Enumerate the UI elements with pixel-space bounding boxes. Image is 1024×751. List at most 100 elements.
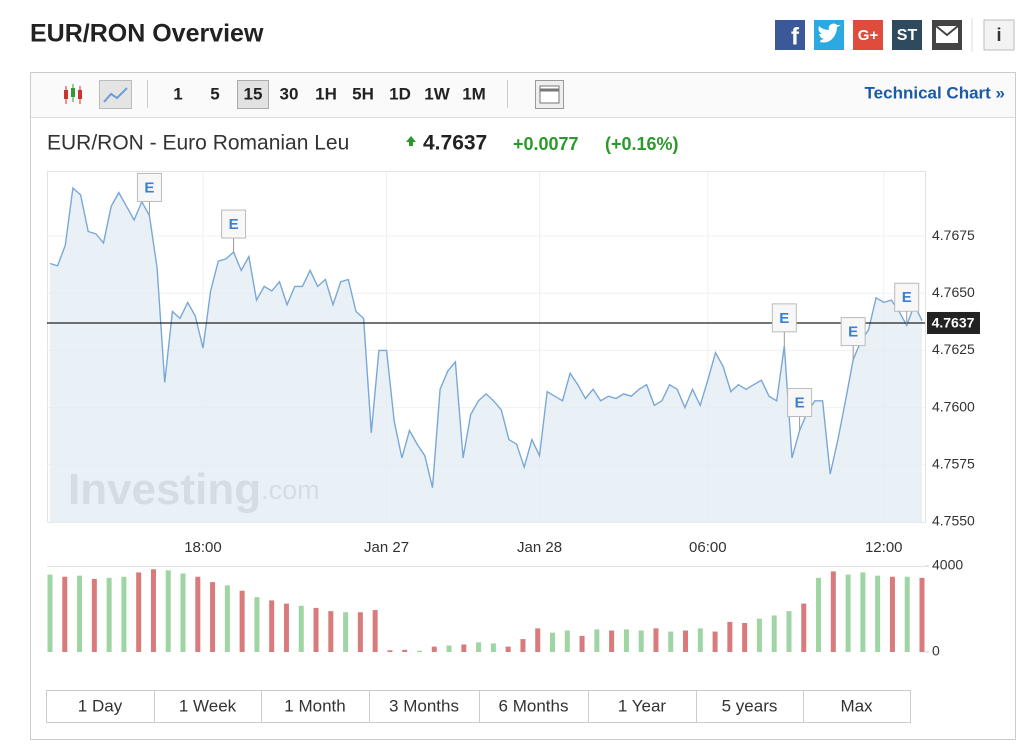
volume-chart: 0 4000 — [47, 557, 963, 659]
volume-bar — [889, 576, 895, 652]
range-label[interactable]: 3 Months — [389, 696, 459, 715]
range-label[interactable]: 1 Month — [284, 696, 345, 715]
volume-bar — [579, 635, 585, 652]
event-label[interactable]: E — [902, 289, 912, 306]
interval-button[interactable]: 30 — [280, 84, 299, 103]
twitter-icon — [818, 23, 841, 43]
volume-bar — [283, 603, 289, 652]
range-label[interactable]: 5 years — [722, 696, 778, 715]
interval-button[interactable]: 1 — [173, 84, 182, 103]
event-label[interactable]: E — [779, 310, 789, 327]
event-label[interactable]: E — [848, 324, 858, 341]
volume-bar — [683, 630, 689, 652]
volume-bar — [431, 646, 437, 652]
googleplus-button[interactable] — [853, 20, 883, 50]
googleplus-icon: G+ — [858, 27, 879, 44]
volume-bar — [786, 611, 792, 652]
event-label[interactable]: E — [144, 179, 154, 196]
event-marker[interactable] — [840, 317, 866, 347]
price-line — [49, 186, 923, 488]
event-marker[interactable] — [771, 303, 797, 333]
event-label[interactable]: E — [795, 394, 805, 411]
volume-bar — [150, 569, 156, 652]
volume-bar — [697, 628, 703, 652]
range-button[interactable] — [696, 690, 804, 723]
y-tick-label: 4.7600 — [932, 398, 975, 414]
range-label[interactable]: 1 Week — [179, 696, 237, 715]
volume-bar — [490, 643, 496, 652]
candle-type-button[interactable] — [64, 84, 82, 104]
volume-bar — [875, 575, 881, 652]
volume-bar — [106, 577, 112, 652]
interval-button[interactable]: 5 — [210, 84, 219, 103]
event-marker[interactable] — [136, 172, 162, 202]
volume-bar — [446, 645, 452, 652]
interval-selected[interactable] — [237, 80, 269, 109]
volume-bar — [535, 628, 541, 652]
volume-bar — [801, 603, 807, 652]
volume-bar — [210, 582, 216, 652]
range-button[interactable] — [369, 690, 480, 723]
technical-chart-link[interactable]: Technical Chart » — [865, 83, 1005, 102]
volume-bar — [180, 573, 186, 652]
volume-bar — [402, 649, 408, 652]
volume-bar — [564, 630, 570, 652]
stocktwits-button[interactable] — [892, 20, 922, 50]
volume-bar — [387, 650, 393, 652]
interval-button[interactable]: 1M — [462, 84, 486, 103]
volume-bar — [357, 612, 363, 652]
interval-button[interactable]: 15 — [244, 84, 263, 103]
range-button[interactable] — [46, 690, 155, 723]
volume-bar — [62, 576, 68, 652]
volume-bar — [712, 631, 718, 652]
email-icon-flap — [935, 25, 959, 37]
interval-group: 1 5 15 30 1H 5H 1D 1W 1M — [173, 80, 486, 109]
up-arrow — [406, 136, 416, 146]
x-tick-label: 18:00 — [184, 539, 222, 556]
interval-button[interactable]: 1H — [315, 84, 337, 103]
interval-button[interactable]: 5H — [352, 84, 374, 103]
y-tick-label: 4.7650 — [932, 284, 975, 300]
range-label[interactable]: 1 Day — [78, 696, 123, 715]
facebook-button[interactable] — [775, 20, 805, 50]
event-marker[interactable] — [787, 387, 813, 417]
range-button[interactable] — [803, 690, 911, 723]
event-marker[interactable] — [221, 209, 247, 239]
volume-bar — [121, 576, 127, 652]
range-label[interactable]: Max — [840, 696, 873, 715]
volume-bar — [771, 615, 777, 652]
volume-bar — [195, 576, 201, 652]
range-group: 1 Day 1 Week 1 Month 3 Months 6 Months 1 Year… — [46, 690, 911, 723]
last-price-tag-label: 4.7637 — [932, 315, 975, 331]
last-price-tag — [927, 311, 980, 334]
volume-bar — [343, 612, 349, 652]
stocktwits-icon: ST — [897, 27, 918, 44]
volume-bar — [904, 576, 910, 652]
volume-bar — [165, 570, 171, 652]
volume-bar — [653, 628, 659, 652]
volume-bar — [77, 575, 83, 652]
interval-button[interactable]: 1W — [424, 84, 450, 103]
volume-bar — [609, 630, 615, 652]
facebook-icon: f — [791, 23, 800, 50]
range-button[interactable] — [588, 690, 697, 723]
price-area — [50, 188, 922, 522]
interval-button[interactable]: 1D — [389, 84, 411, 103]
volume-bar — [313, 607, 319, 652]
event-label[interactable]: E — [229, 216, 239, 233]
range-label[interactable]: 1 Year — [618, 696, 667, 715]
x-tick-label: Jan 27 — [364, 539, 409, 556]
line-type-button[interactable] — [99, 80, 132, 109]
volume-bar — [668, 631, 674, 652]
volume-bar — [372, 610, 378, 652]
event-marker[interactable] — [894, 282, 920, 312]
page-title: EUR/RON Overview — [30, 20, 264, 48]
volume-bar — [830, 571, 836, 652]
volume-bar — [328, 611, 334, 652]
range-button[interactable] — [154, 690, 262, 723]
range-label[interactable]: 6 Months — [499, 696, 569, 715]
y-tick-label: 4.7550 — [932, 513, 975, 529]
volume-bar — [505, 646, 511, 652]
info-button[interactable] — [983, 19, 1015, 51]
